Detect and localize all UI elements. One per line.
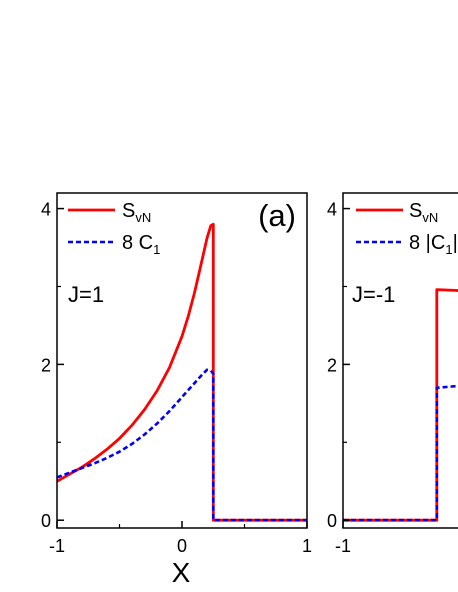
legend-label: 8 C1 — [122, 232, 160, 257]
panel-b-annotation: J=-1 — [352, 282, 395, 307]
panel-b-series — [343, 288, 458, 522]
panel-a-legend: SvN 8 C1 — [68, 200, 160, 257]
legend-label: 8 |C1| — [409, 232, 458, 257]
panel-a-series-entropy-line — [57, 222, 307, 522]
y-tick-label: 0 — [41, 511, 51, 531]
panel-a-series — [57, 222, 307, 522]
panel-a-annotation: J=1 — [68, 282, 104, 307]
x-tick-label: 0 — [177, 536, 187, 556]
panel-b: 0 2 4 -1 J=-1 SvN 8 |C1| — [327, 192, 458, 556]
panel-a-label: (a) — [258, 198, 296, 233]
y-tick-label: 4 — [41, 200, 51, 220]
y-tick-label: 2 — [41, 355, 51, 375]
x-tick-label: -1 — [335, 536, 351, 556]
y-tick-label: 2 — [327, 355, 337, 375]
panel-b-axes: 0 2 4 -1 — [327, 200, 351, 556]
panel-b-series-correlation-line — [343, 384, 458, 522]
panel-a-x-axis-label: X — [172, 557, 191, 588]
legend-label: SvN — [409, 200, 438, 225]
x-tick-label: -1 — [49, 536, 65, 556]
panel-b-series-entropy-line — [343, 288, 458, 522]
y-tick-label: 4 — [327, 200, 337, 220]
y-tick-label: 0 — [327, 511, 337, 531]
panel-b-legend: SvN 8 |C1| — [356, 200, 458, 257]
panel-a-series-correlation-line — [57, 368, 307, 522]
x-tick-label: 1 — [302, 536, 312, 556]
legend-label: SvN — [122, 200, 151, 225]
panel-b-frame — [342, 192, 458, 529]
panel-a-axes: 0 2 4 -1 0 1 — [41, 200, 312, 556]
panel-a: 0 2 4 -1 0 1 (a) J=1 X SvN 8 C1 — [41, 192, 312, 588]
